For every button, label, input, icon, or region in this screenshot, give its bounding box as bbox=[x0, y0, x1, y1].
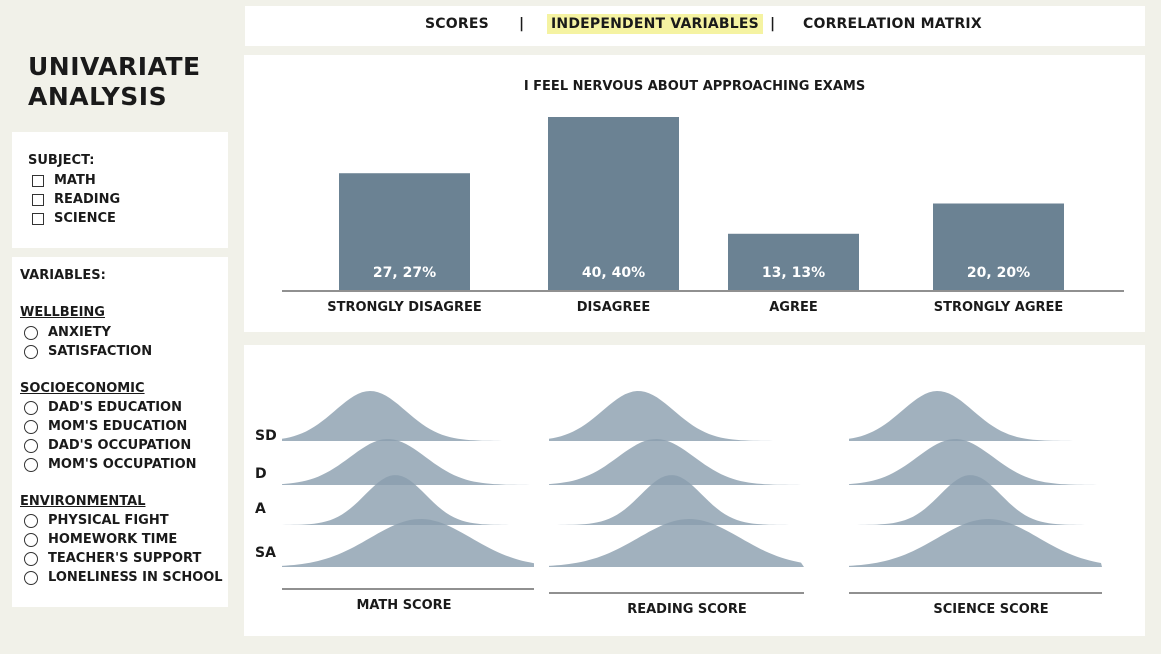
ridge-row-label: D bbox=[255, 466, 267, 482]
radio[interactable] bbox=[24, 532, 38, 547]
radio[interactable] bbox=[24, 457, 38, 472]
density-ridge[interactable] bbox=[282, 439, 534, 485]
option-label: SATISFACTION bbox=[48, 344, 153, 359]
ridge-panel-group: SCIENCE SCORE bbox=[849, 391, 1102, 617]
ridge-row-label: A bbox=[255, 501, 266, 517]
density-ridge[interactable] bbox=[849, 391, 1102, 441]
ridgeline-chart-panel: SD D A SA MATH SCORE READING SCORE SCIENCE SCO… bbox=[244, 345, 1145, 636]
ridge-x-axis-label: MATH SCORE bbox=[356, 598, 451, 613]
subject-label: SUBJECT: bbox=[28, 153, 95, 168]
bar-data-label: 20, 20% bbox=[967, 265, 1030, 281]
option-label: LONELINESS IN SCHOOL bbox=[48, 570, 223, 585]
density-ridge[interactable] bbox=[549, 439, 804, 485]
variable-option-dads-education[interactable]: DAD'S EDUCATION bbox=[24, 400, 182, 415]
option-label: TEACHER'S SUPPORT bbox=[48, 551, 202, 566]
density-ridge[interactable] bbox=[549, 519, 804, 567]
bar-chart-title: I FEEL NERVOUS ABOUT APPROACHING EXAMS bbox=[523, 79, 866, 94]
bar-chart-panel: I FEEL NERVOUS ABOUT APPROACHING EXAMS 2… bbox=[244, 55, 1145, 332]
bar[interactable] bbox=[339, 173, 470, 290]
bar-data-label: 13, 13% bbox=[762, 265, 825, 281]
radio[interactable] bbox=[24, 325, 38, 340]
variable-option-dads-occupation[interactable]: DAD'S OCCUPATION bbox=[24, 438, 191, 453]
checkbox[interactable] bbox=[32, 193, 44, 206]
subject-option-math[interactable]: MATH bbox=[32, 173, 96, 188]
density-ridge[interactable] bbox=[282, 475, 534, 525]
radio[interactable] bbox=[24, 570, 38, 585]
option-label: READING bbox=[54, 192, 121, 207]
radio[interactable] bbox=[24, 400, 38, 415]
nav-separator: | bbox=[519, 16, 525, 32]
variable-option-loneliness-in-school[interactable]: LONELINESS IN SCHOOL bbox=[24, 570, 223, 585]
bar-group: 27, 27% STRONGLY DISAGREE bbox=[327, 173, 482, 315]
bar-category-label: DISAGREE bbox=[577, 300, 651, 315]
option-label: MOM'S OCCUPATION bbox=[48, 457, 197, 472]
radio[interactable] bbox=[24, 344, 38, 359]
bar-chart: 27, 27% STRONGLY DISAGREE 40, 40% DISAGREE 1… bbox=[282, 117, 1124, 315]
tab-scores[interactable]: SCORES bbox=[425, 16, 489, 32]
section-title-environmental: ENVIRONMENTAL bbox=[20, 494, 146, 509]
option-label: PHYSICAL FIGHT bbox=[48, 513, 169, 528]
option-label: HOMEWORK TIME bbox=[48, 532, 178, 547]
option-label: SCIENCE bbox=[54, 211, 116, 226]
option-label: ANXIETY bbox=[48, 325, 111, 340]
ridge-row-label: SD bbox=[255, 428, 277, 444]
bar-category-label: STRONGLY AGREE bbox=[934, 300, 1064, 315]
bar[interactable] bbox=[548, 117, 679, 290]
bar[interactable] bbox=[728, 233, 859, 290]
ridge-x-axis-label: READING SCORE bbox=[627, 602, 747, 617]
tab-correlation-matrix[interactable]: CORRELATION MATRIX bbox=[803, 16, 982, 32]
option-label: MOM'S EDUCATION bbox=[48, 419, 188, 434]
bar-data-label: 40, 40% bbox=[582, 265, 645, 281]
ridge-panel-group: READING SCORE bbox=[549, 391, 804, 617]
page-title-line2: ANALYSIS bbox=[28, 82, 168, 111]
top-navigation: SCORES | INDEPENDENT VARIABLES | CORRELA… bbox=[245, 6, 1145, 46]
bar-category-label: AGREE bbox=[769, 300, 818, 315]
variable-option-moms-occupation[interactable]: MOM'S OCCUPATION bbox=[24, 457, 197, 472]
density-ridge[interactable] bbox=[549, 475, 804, 525]
variables-label: VARIABLES: bbox=[20, 268, 106, 283]
variable-option-teachers-support[interactable]: TEACHER'S SUPPORT bbox=[24, 551, 201, 566]
option-label: DAD'S EDUCATION bbox=[48, 400, 182, 415]
section-title-wellbeing: WELLBEING bbox=[20, 305, 105, 320]
variable-option-satisfaction[interactable]: SATISFACTION bbox=[24, 344, 152, 359]
page-title-line1: UNIVARIATE bbox=[28, 52, 201, 81]
bar-data-label: 27, 27% bbox=[373, 265, 436, 281]
bar-group: 13, 13% AGREE bbox=[728, 233, 859, 315]
density-ridge[interactable] bbox=[849, 439, 1102, 485]
radio[interactable] bbox=[24, 438, 38, 453]
variable-option-moms-education[interactable]: MOM'S EDUCATION bbox=[24, 419, 187, 434]
subject-filter-panel: SUBJECT: MATH READING SCIENCE bbox=[12, 132, 228, 248]
bar-group: 20, 20% STRONGLY AGREE bbox=[933, 203, 1064, 315]
variable-option-physical-fight[interactable]: PHYSICAL FIGHT bbox=[24, 513, 169, 528]
page-title: UNIVARIATE ANALYSIS bbox=[28, 52, 218, 112]
radio[interactable] bbox=[24, 419, 38, 434]
density-ridge[interactable] bbox=[849, 519, 1102, 567]
variable-option-anxiety[interactable]: ANXIETY bbox=[24, 325, 111, 340]
bar-category-label: STRONGLY DISAGREE bbox=[327, 300, 482, 315]
option-label: DAD'S OCCUPATION bbox=[48, 438, 192, 453]
subject-option-reading[interactable]: READING bbox=[32, 192, 120, 207]
subject-option-science[interactable]: SCIENCE bbox=[32, 211, 116, 226]
tab-independent-variables[interactable]: INDEPENDENT VARIABLES bbox=[547, 14, 763, 34]
checkbox[interactable] bbox=[32, 212, 44, 225]
ridgeline-chart: SD D A SA MATH SCORE READING SCORE SCIENCE SCO… bbox=[255, 391, 1102, 617]
checkbox[interactable] bbox=[32, 174, 44, 187]
variable-option-homework-time[interactable]: HOMEWORK TIME bbox=[24, 532, 177, 547]
bar-group: 40, 40% DISAGREE bbox=[548, 117, 679, 315]
density-ridge[interactable] bbox=[282, 519, 534, 567]
section-title-socioeconomic: SOCIOECONOMIC bbox=[20, 381, 145, 396]
bar[interactable] bbox=[933, 203, 1064, 291]
option-label: MATH bbox=[54, 173, 96, 188]
variables-filter-panel: VARIABLES: WELLBEING ANXIETY SATISFACTIO… bbox=[12, 257, 228, 607]
density-ridge[interactable] bbox=[849, 475, 1102, 525]
density-ridge[interactable] bbox=[549, 391, 804, 441]
ridge-panel-group: MATH SCORE bbox=[282, 391, 534, 613]
ridge-x-axis-label: SCIENCE SCORE bbox=[933, 602, 1048, 617]
radio[interactable] bbox=[24, 513, 38, 528]
radio[interactable] bbox=[24, 551, 38, 566]
nav-separator: | bbox=[770, 16, 776, 32]
ridge-row-label: SA bbox=[255, 545, 276, 561]
density-ridge[interactable] bbox=[282, 391, 534, 441]
